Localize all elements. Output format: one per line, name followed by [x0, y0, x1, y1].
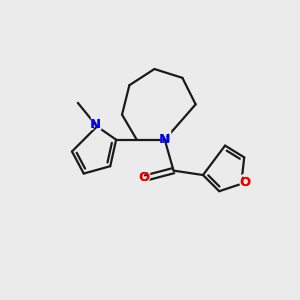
Text: O: O [139, 172, 150, 184]
Text: N: N [159, 133, 170, 146]
Text: O: O [238, 173, 252, 192]
Text: N: N [160, 133, 171, 146]
Text: N: N [158, 130, 172, 149]
Text: N: N [89, 116, 102, 134]
Text: N: N [160, 133, 171, 146]
Text: N: N [90, 118, 101, 131]
Text: N: N [159, 131, 172, 149]
Text: O: O [137, 169, 151, 187]
Text: N: N [88, 116, 103, 134]
Text: O: O [238, 173, 252, 191]
Text: O: O [139, 172, 150, 184]
Text: N: N [90, 118, 101, 131]
Text: O: O [239, 176, 251, 189]
Text: O: O [239, 176, 251, 189]
Text: O: O [137, 169, 152, 188]
